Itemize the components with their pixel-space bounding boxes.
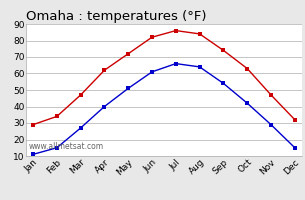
Text: www.allmetsat.com: www.allmetsat.com (29, 142, 104, 151)
Text: Omaha : temperatures (°F): Omaha : temperatures (°F) (26, 10, 206, 23)
